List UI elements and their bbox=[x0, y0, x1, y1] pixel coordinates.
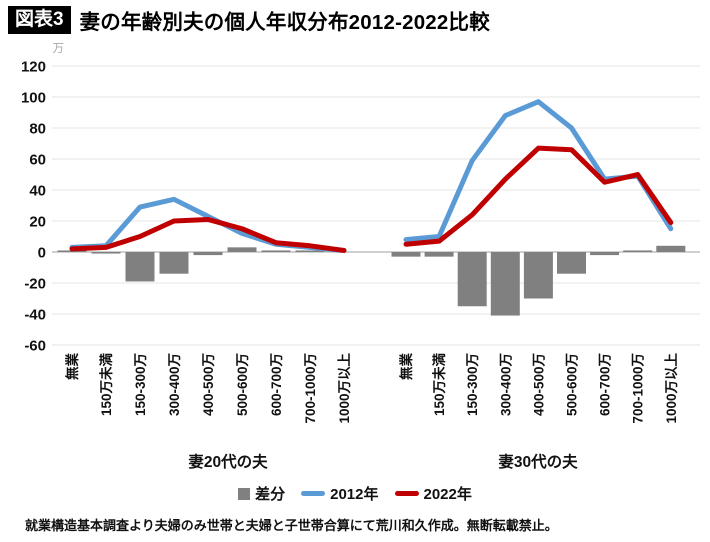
y-tick-label: 100 bbox=[21, 90, 46, 107]
diff-bar bbox=[391, 252, 421, 257]
line-2022-swatch-icon bbox=[394, 491, 419, 496]
y-tick-label: 60 bbox=[29, 152, 46, 169]
x-tick-label: 500-600万 bbox=[235, 353, 250, 416]
x-tick-label: 700-1000万 bbox=[303, 353, 318, 424]
diff-bar bbox=[490, 252, 520, 316]
diff-bar bbox=[656, 245, 686, 252]
legend-item-2022: 2022年 bbox=[394, 483, 472, 504]
legend-label-2022: 2022年 bbox=[423, 486, 472, 503]
y-tick-label: 20 bbox=[29, 214, 46, 231]
group-label: 妻20代の夫 bbox=[188, 452, 268, 471]
x-tick-label: 150万未満 bbox=[431, 353, 447, 417]
x-tick-label: 150-300万 bbox=[133, 353, 148, 416]
diff-bar bbox=[457, 252, 487, 307]
diff-bar bbox=[227, 247, 257, 252]
x-tick-label: 500-600万 bbox=[565, 353, 580, 416]
x-tick-label: 無業 bbox=[398, 353, 414, 380]
x-tick-label: 1000万以上 bbox=[337, 353, 352, 424]
y-tick-label: 40 bbox=[29, 183, 46, 200]
x-tick-label: 600-700万 bbox=[598, 353, 613, 416]
legend-item-diff: 差分 bbox=[238, 483, 285, 504]
line-2012 bbox=[403, 99, 674, 243]
x-tick-label: 600-700万 bbox=[269, 353, 284, 416]
x-tick-label: 700-1000万 bbox=[631, 353, 646, 424]
x-tick-label: 300-400万 bbox=[498, 353, 513, 416]
source-credit: 就業構造基本調査より夫婦のみ世帯と夫婦と子世帯合算にて荒川和久作成。無断転載禁止… bbox=[25, 518, 558, 533]
figure-number-badge: 図表3 bbox=[8, 6, 71, 34]
y-tick-label: 80 bbox=[29, 121, 46, 138]
x-tick-label: 150-300万 bbox=[465, 353, 480, 416]
diff-bar bbox=[523, 252, 553, 299]
diff-bar bbox=[193, 252, 223, 256]
x-tick-label: 150万未満 bbox=[98, 353, 114, 417]
x-tick-label: 400-500万 bbox=[201, 353, 216, 416]
y-tick-label: -60 bbox=[24, 338, 46, 355]
legend-label-2012: 2012年 bbox=[330, 486, 379, 503]
y-tick-label: 0 bbox=[38, 245, 46, 262]
diff-bar bbox=[295, 250, 325, 252]
legend-label-diff: 差分 bbox=[255, 486, 286, 503]
figure-header: 図表3 妻の年齢別夫の個人年収分布2012-2022比較 bbox=[8, 5, 490, 35]
x-tick-label: 1000万以上 bbox=[664, 353, 679, 424]
x-tick-label: 無業 bbox=[64, 353, 80, 380]
group-label: 妻30代の夫 bbox=[498, 452, 578, 471]
diff-bar bbox=[91, 252, 121, 254]
diff-bar bbox=[125, 252, 155, 282]
diff-swatch-icon bbox=[238, 487, 251, 500]
chart-legend: 差分 2012年 2022年 bbox=[0, 483, 710, 504]
diff-bar bbox=[590, 252, 620, 256]
diff-bar bbox=[623, 250, 653, 252]
x-tick-label: 300-400万 bbox=[167, 353, 182, 416]
line-2022 bbox=[403, 145, 674, 247]
diff-bar bbox=[424, 252, 454, 257]
x-tick-label: 400-500万 bbox=[531, 353, 546, 416]
page-title: 妻の年齢別夫の個人年収分布2012-2022比較 bbox=[79, 11, 490, 34]
diff-bar bbox=[557, 252, 586, 274]
line-2022 bbox=[69, 216, 347, 253]
line-2012-swatch-icon bbox=[301, 491, 326, 496]
legend-item-2012: 2012年 bbox=[301, 483, 379, 504]
diff-bar bbox=[159, 252, 189, 274]
diff-bar bbox=[261, 250, 291, 252]
y-tick-label: -40 bbox=[24, 307, 46, 324]
y-tick-label: 120 bbox=[21, 59, 46, 76]
y-tick-label: -20 bbox=[24, 276, 46, 293]
y-axis-unit-label: 万 bbox=[53, 43, 65, 55]
